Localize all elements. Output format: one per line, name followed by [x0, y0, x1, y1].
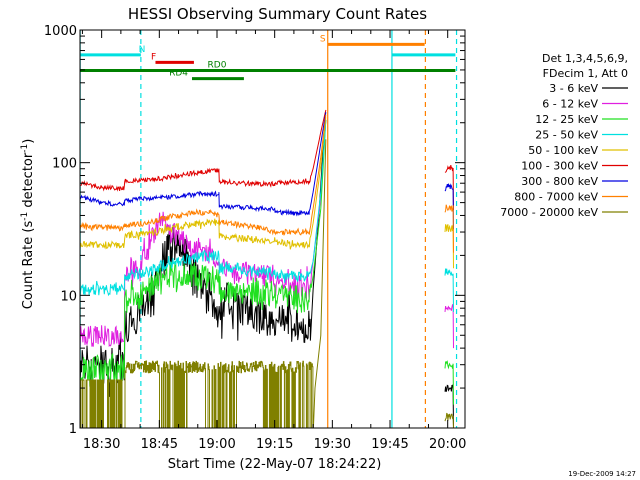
y-tick-label-0: 1	[69, 422, 77, 437]
state-label-f-2: F	[151, 52, 156, 62]
series-line-4	[80, 117, 327, 250]
legend-label-7: 800 - 7000 keV	[514, 191, 598, 204]
plot-frame	[79, 29, 466, 429]
plot-area	[80, 30, 458, 428]
y-axis-label-part: detector	[21, 152, 36, 212]
x-tick-label-4: 19:30	[314, 437, 351, 452]
state-label-rd0-3: RD0	[208, 61, 227, 71]
legend-label-8: 7000 - 20000 keV	[500, 206, 598, 219]
x-tick-label-3: 19:15	[256, 437, 293, 452]
series-line-6	[80, 112, 327, 217]
x-tick-label-5: 19:45	[371, 437, 408, 452]
series-line-8	[80, 139, 327, 428]
series-post-line-4	[444, 224, 454, 269]
legend-label-3: 25 - 50 keV	[535, 129, 598, 142]
legend-label-0: 3 - 6 keV	[549, 82, 598, 95]
legend-label-2: 12 - 25 keV	[535, 113, 598, 126]
y-tick-label-2: 100	[52, 157, 77, 172]
state-label-rd4-4: RD4	[169, 69, 188, 79]
legend-header-2: FDecim 1, Att 0	[543, 67, 628, 80]
x-tick-label-0: 18:30	[83, 437, 120, 452]
y-tick-label-1: 10	[60, 289, 77, 304]
chart-title: HESSI Observing Summary Count Rates	[128, 5, 427, 23]
series-post-line-2	[444, 359, 454, 405]
series-line-3	[80, 119, 327, 297]
y-axis-label: Count Rate (s-1 detector-1)	[20, 139, 36, 310]
legend-header-1: Det 1,3,4,5,6,9,	[542, 52, 628, 65]
x-tick-label-2: 19:00	[198, 437, 235, 452]
x-tick-label-6: 20:00	[429, 437, 466, 452]
series-post-line-3	[444, 268, 454, 312]
x-tick-label-1: 18:45	[141, 437, 178, 452]
y-axis-label-part: -1	[20, 144, 30, 153]
series-post-line-8	[444, 412, 454, 428]
legend-label-6: 300 - 800 keV	[521, 175, 598, 188]
series-post-line-1	[444, 303, 454, 349]
series-line-7	[80, 114, 327, 237]
y-axis-label-part: )	[21, 139, 36, 144]
series-line-2	[80, 119, 327, 387]
y-axis-label-part: -1	[20, 212, 30, 221]
series-post-line-6	[444, 183, 454, 230]
y-tick-label-3: 1000	[44, 24, 77, 39]
legend-label-5: 100 - 300 keV	[521, 160, 598, 173]
state-label-n-0: N	[139, 45, 146, 55]
series-post-line-0	[444, 384, 454, 428]
series-post-line-5	[444, 164, 454, 211]
date-stamp: 19-Dec-2009 14:27	[568, 470, 636, 478]
series-line-5	[80, 109, 327, 192]
y-axis-label-part: Count Rate (s	[21, 221, 36, 310]
legend-label-1: 6 - 12 keV	[542, 98, 598, 111]
legend-label-4: 50 - 100 keV	[528, 144, 598, 157]
series-line-1	[80, 119, 327, 347]
series-post-line-7	[444, 204, 454, 253]
state-label-s-5: S	[320, 34, 326, 44]
x-axis-label: Start Time (22-May-07 18:24:22)	[168, 457, 382, 472]
